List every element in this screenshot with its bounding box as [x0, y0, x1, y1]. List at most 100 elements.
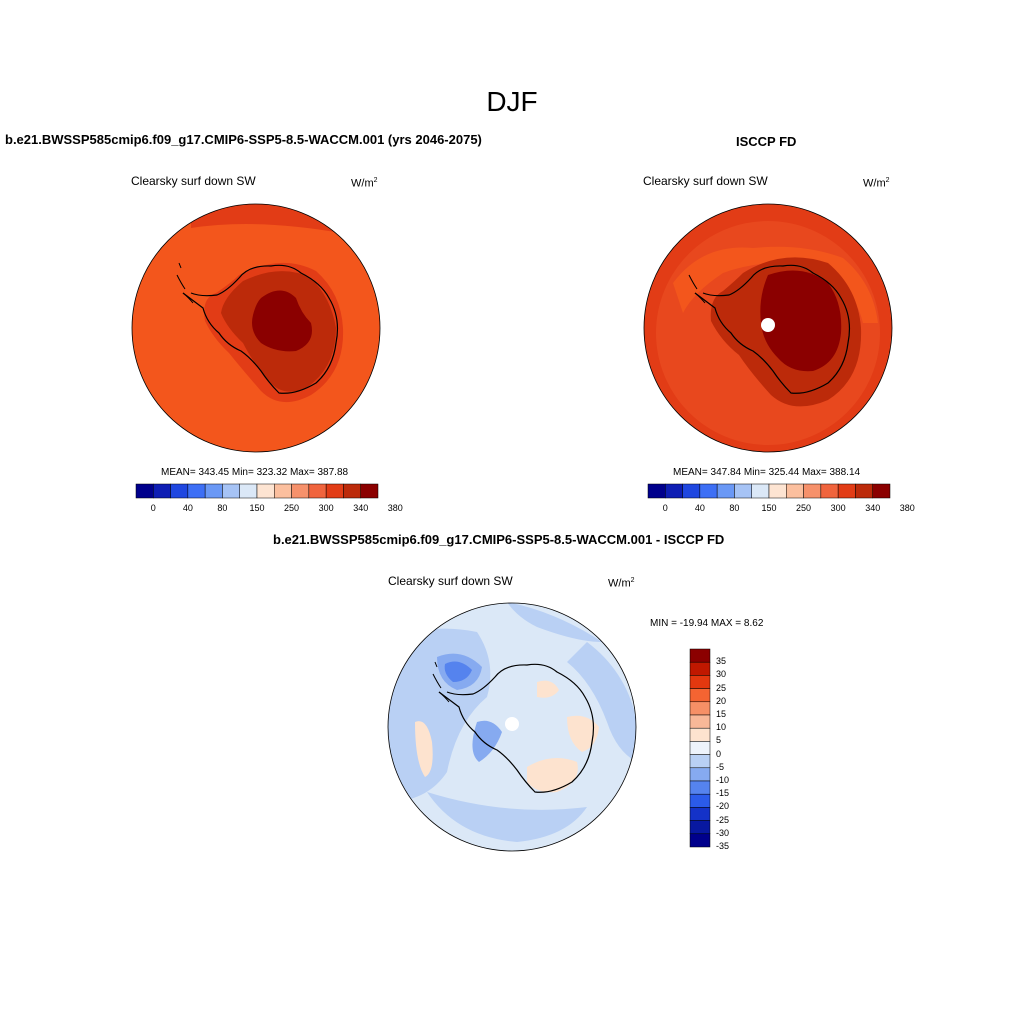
obs-colorbar-swatch: [682, 483, 701, 499]
obs-colorbar-ticks: 0 40 80 150 250 300 340 380: [648, 503, 915, 515]
diff-colorbar-tick-label: 5: [716, 735, 722, 746]
obs-colorbar-swatch: [699, 483, 718, 499]
diff-colorbar-swatch: [689, 780, 711, 795]
model-colorbar-tick-label: 300: [318, 503, 334, 513]
model-colorbar-tick-label: 40: [182, 503, 193, 513]
diff-peninsula-coast: [432, 661, 450, 703]
diff-colorbar-tick-label: -5: [716, 761, 725, 772]
obs-colorbar-tick-label: 300: [830, 503, 846, 513]
model-colorbar-tick-label: 380: [387, 503, 403, 513]
model-colorbar-swatch: [308, 483, 327, 499]
diff-colorbar-swatch: [689, 807, 711, 821]
model-colorbar-tick-label: 0: [150, 503, 156, 513]
diff-colorbar-tick-label: 20: [716, 695, 727, 706]
model-map: [131, 203, 381, 453]
model-peninsula-coast: [176, 262, 194, 304]
diff-colorbar-swatch: [689, 754, 711, 769]
diff-colorbar-swatch: [689, 701, 711, 716]
model-colorbar-swatch: [360, 483, 379, 499]
obs-colorbar-swatch: [803, 483, 822, 499]
diff-colorbar-tick-label: -10: [716, 775, 730, 785]
model-colorbar-swatch: [239, 483, 258, 499]
model-coastline: [182, 264, 339, 394]
diff-colorbar-tick-label: -35: [716, 841, 730, 851]
obs-colorbar-tick-label: 40: [694, 503, 705, 513]
model-colorbar-swatch: [325, 483, 344, 499]
diff-colorbar-tick-label: 0: [716, 748, 722, 759]
model-colorbar-tick-label: 340: [353, 503, 369, 513]
obs-map: [643, 203, 893, 453]
obs-peninsula-coast: [688, 274, 706, 304]
obs-colorbar-tick-label: 380: [899, 503, 915, 513]
obs-colorbar-tick-label: 150: [761, 503, 777, 513]
diff-stats: MIN = -19.94 MAX = 8.62: [650, 618, 764, 629]
diff-colorbar-swatch: [689, 675, 711, 689]
diff-colorbar-tick-label: 25: [716, 682, 727, 693]
obs-colorbar-swatch: [768, 483, 787, 499]
diff-neg5-north: [507, 603, 602, 642]
obs-colorbar-tick-label: 80: [729, 503, 740, 513]
model-colorbar-tick-label: 250: [284, 503, 300, 513]
model-land-high: [252, 290, 312, 352]
diff-pos5-east: [567, 715, 599, 752]
model-colorbar-swatch: [256, 483, 275, 499]
model-panel-title: b.e21.BWSSP585cmip6.f09_g17.CMIP6-SSP5-8…: [5, 132, 482, 147]
diff-coastline: [438, 663, 595, 793]
obs-stats: MEAN= 347.84 Min= 325.44 Max= 388.14: [673, 467, 861, 478]
diff-colorbar-tick-label: -25: [716, 814, 730, 825]
diff-neg15-core: [444, 661, 472, 682]
model-colorbar-swatch: [187, 483, 206, 499]
diff-colorbar-swatch: [689, 820, 711, 835]
model-colorbar-swatch: [135, 483, 154, 499]
model-colorbar-swatch: [170, 483, 189, 499]
model-colorbar-tick-label: 150: [249, 503, 265, 513]
diff-panel-title: b.e21.BWSSP585cmip6.f09_g17.CMIP6-SSP5-8…: [273, 532, 725, 547]
diff-colorbar-tick-label: 30: [716, 669, 727, 680]
obs-colorbar-swatch: [786, 483, 804, 499]
model-colorbar-swatch: [343, 483, 361, 499]
obs-colorbar-swatch: [665, 483, 683, 499]
diff-colorbar-swatch: [689, 741, 711, 755]
obs-colorbar-swatch: [716, 483, 735, 499]
model-colorbar-swatch: [274, 483, 292, 499]
page-title: DJF: [486, 86, 538, 117]
diff-colorbar-swatch: [689, 688, 711, 703]
obs-colorbar-tick-label: 340: [865, 503, 881, 513]
diff-colorbar-tick-label: -15: [716, 788, 730, 799]
obs-land-high: [760, 270, 842, 372]
diff-colorbar-swatch: [689, 833, 711, 848]
model-colorbar-swatch: [204, 483, 223, 499]
diff-colorbar-tick-label: 10: [716, 722, 727, 733]
diff-colorbar-swatch: [689, 648, 711, 663]
diff-colorbar-swatch: [689, 661, 711, 676]
diff-pole-hole: [505, 717, 519, 731]
obs-coastline: [694, 264, 851, 394]
diff-colorbar-swatch: [689, 714, 711, 729]
obs-colorbar-tick-label: 0: [662, 503, 668, 513]
diff-colorbar-swatch: [689, 793, 711, 808]
diff-units-label: W/m2: [608, 577, 635, 590]
diff-colorbar-tick-label: 35: [716, 656, 727, 667]
diff-pos5-south: [527, 758, 578, 793]
diff-colorbar-ticks: 35 30 25 20 15 10 5 0 -5 -10 -15 -20 -25 -30 -35: [716, 649, 756, 851]
diff-neg10-inner: [472, 720, 502, 762]
model-stats: MEAN= 343.45 Min= 323.32 Max= 387.88: [161, 467, 349, 478]
diff-pos5-north: [537, 680, 559, 698]
diff-neg5-south: [427, 792, 587, 842]
diff-colorbar-tick-label: -30: [716, 827, 730, 838]
obs-colorbar-tick-label: 250: [796, 503, 812, 513]
diff-colorbar-tick-label: -20: [716, 801, 730, 812]
diff-neg5-east: [567, 642, 636, 762]
model-colorbar-swatch: [153, 483, 171, 499]
diff-colorbar-tick-label: 15: [716, 709, 727, 719]
obs-colorbar-swatch: [872, 483, 891, 499]
model-variable-label: Clearsky surf down SW: [131, 174, 256, 188]
obs-variable-label: Clearsky surf down SW: [643, 174, 768, 188]
obs-units-label: W/m2: [863, 177, 890, 190]
diff-colorbar-swatch: [689, 727, 711, 742]
model-colorbar-swatch: [222, 483, 240, 499]
diff-colorbar: [689, 648, 711, 848]
obs-colorbar: [647, 483, 891, 499]
obs-colorbar-swatch: [751, 483, 770, 499]
obs-colorbar-swatch: [837, 483, 856, 499]
